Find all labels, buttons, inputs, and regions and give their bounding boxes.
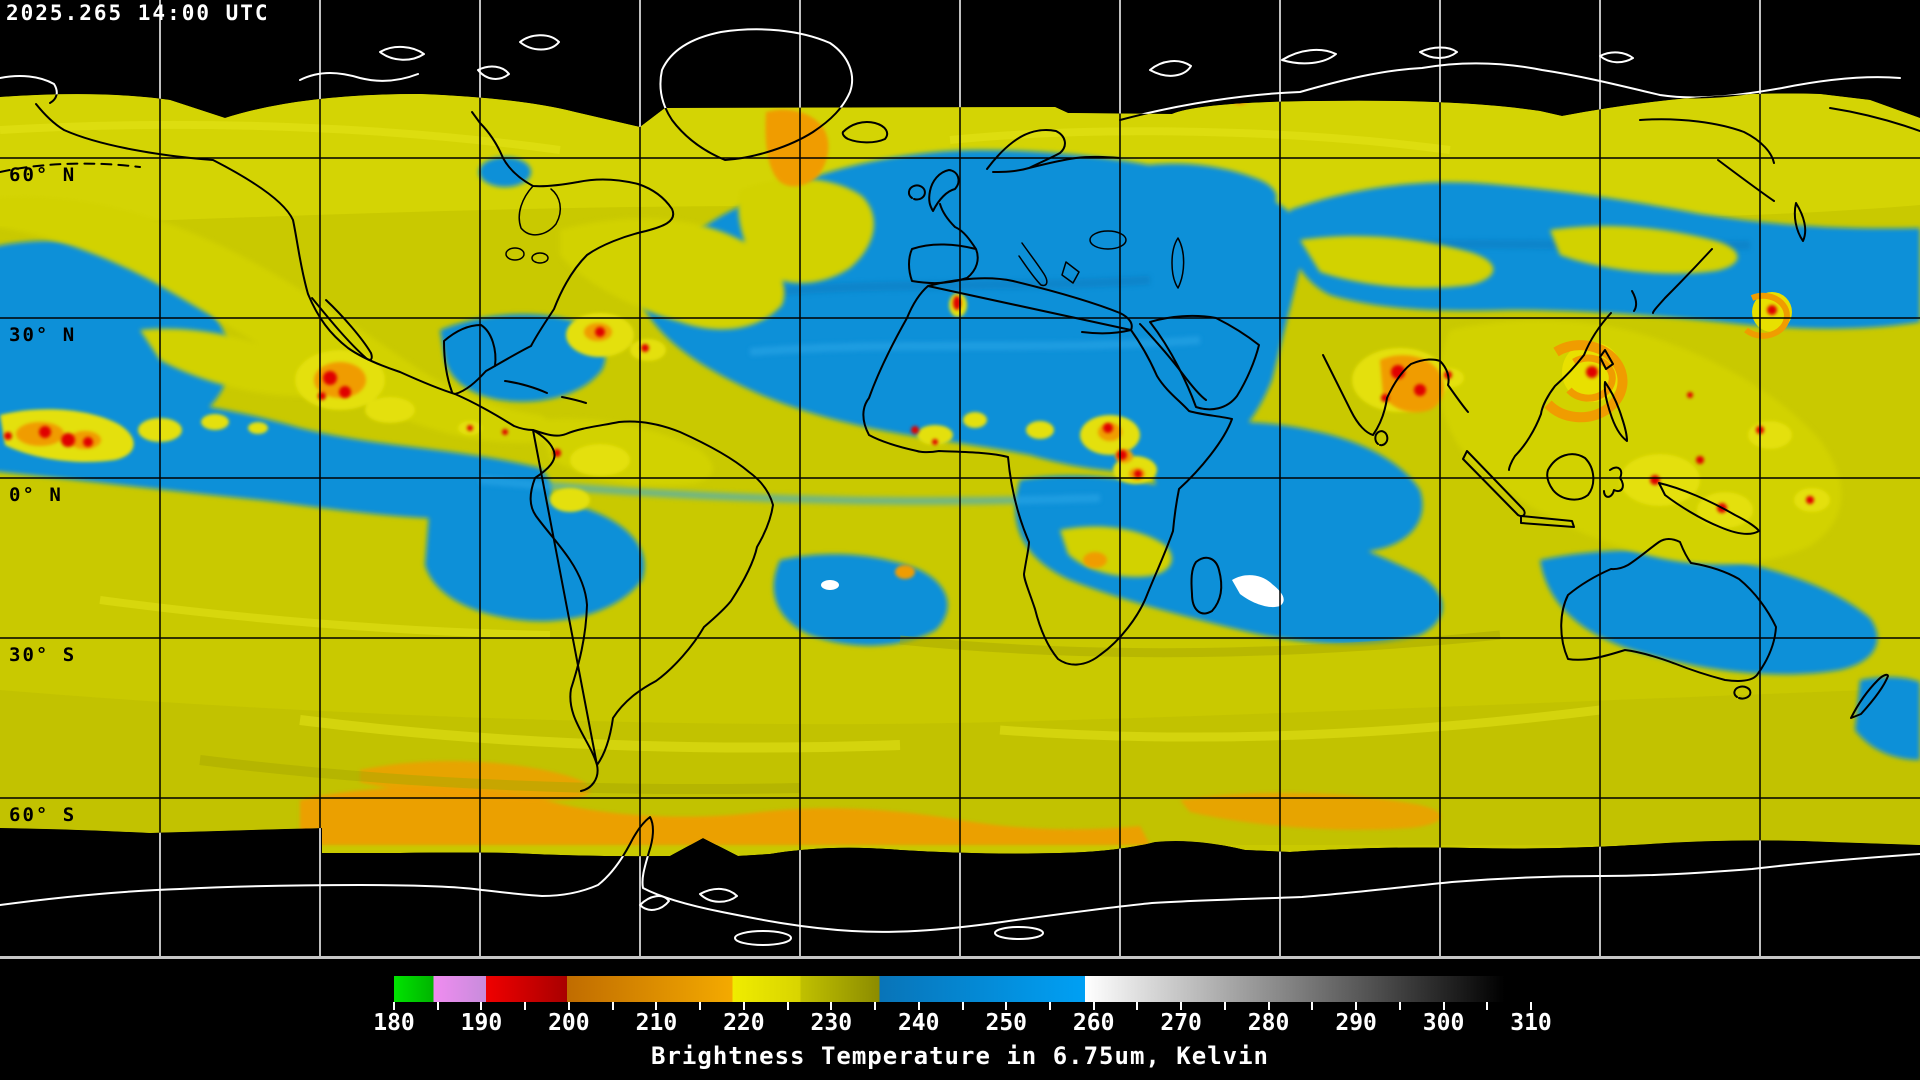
colorbar-tick xyxy=(1442,1002,1445,1010)
colorbar-tick xyxy=(480,1002,483,1010)
colorbar-tick xyxy=(1398,1002,1401,1010)
colorbar-tick-label: 180 xyxy=(373,1010,415,1036)
colorbar-tick xyxy=(1092,1002,1095,1010)
colorbar-tick-label: 230 xyxy=(810,1010,853,1036)
colorbar-tick-label: 310 xyxy=(1510,1010,1552,1036)
colorbar-tick xyxy=(961,1002,964,1010)
colorbar-tick xyxy=(567,1002,570,1010)
colorbar-tick xyxy=(1223,1002,1226,1010)
map-bottom-border xyxy=(0,956,1920,959)
colorbar-tick xyxy=(393,1002,395,1010)
colorbar-tick xyxy=(1267,1002,1270,1010)
colorbar-tick xyxy=(1486,1002,1489,1010)
latitude-label: 30° N xyxy=(9,324,77,346)
colorbar-tick xyxy=(1048,1002,1051,1010)
colorbar-tick xyxy=(436,1002,439,1010)
colorbar-tick xyxy=(611,1002,614,1010)
colorbar-tick xyxy=(1005,1002,1008,1010)
colorbar-tick xyxy=(742,1002,745,1010)
colorbar-tick xyxy=(917,1002,920,1010)
colorbar-tick-label: 270 xyxy=(1160,1010,1202,1036)
latitude-label: 30° S xyxy=(9,644,77,666)
colorbar-tick xyxy=(1355,1002,1358,1010)
colorbar-tick xyxy=(786,1002,789,1010)
colorbar-tick-label: 190 xyxy=(460,1010,503,1036)
colorbar-tick-label: 240 xyxy=(897,1010,940,1036)
colorbar-tick-label: 300 xyxy=(1422,1010,1465,1036)
colorbar-tick xyxy=(1530,1002,1532,1010)
colorbar-tick-label: 290 xyxy=(1335,1010,1377,1036)
timestamp: 2025.265 14:00 UTC xyxy=(6,1,270,25)
latitude-label: 0° N xyxy=(9,484,63,506)
colorbar-ticks xyxy=(393,1002,1532,1011)
colorbar-tick-label: 210 xyxy=(635,1010,678,1036)
colorbar-tick xyxy=(830,1002,833,1010)
colorbar-tick-label: 220 xyxy=(723,1010,765,1036)
satellite-data-layer xyxy=(0,0,1920,958)
colorbar-tick-label: 260 xyxy=(1072,1010,1115,1036)
grid-on-data xyxy=(0,0,1920,958)
colorbar-tick xyxy=(699,1002,702,1010)
colorbar-tick xyxy=(874,1002,877,1010)
colorbar-tick xyxy=(655,1002,658,1010)
latitude-label: 60° N xyxy=(9,164,77,186)
colorbar-caption: Brightness Temperature in 6.75um, Kelvin xyxy=(651,1042,1269,1070)
colorbar-tick-labels: 180 190 200 210 220 230 240 250 260 270 280 290 300 3… xyxy=(373,1010,1552,1040)
colorbar-tick-label: 200 xyxy=(548,1010,590,1036)
colorbar xyxy=(394,976,1531,1002)
colorbar-tick-label: 250 xyxy=(985,1010,1028,1036)
latitude-label: 60° S xyxy=(9,804,77,826)
colorbar-tick xyxy=(1180,1002,1183,1010)
global-water-vapor-map xyxy=(0,0,1920,958)
colorbar-tick-label: 280 xyxy=(1247,1010,1290,1036)
colorbar-tick xyxy=(1311,1002,1314,1010)
colorbar-tick xyxy=(1136,1002,1139,1010)
colorbar-tick xyxy=(524,1002,527,1010)
